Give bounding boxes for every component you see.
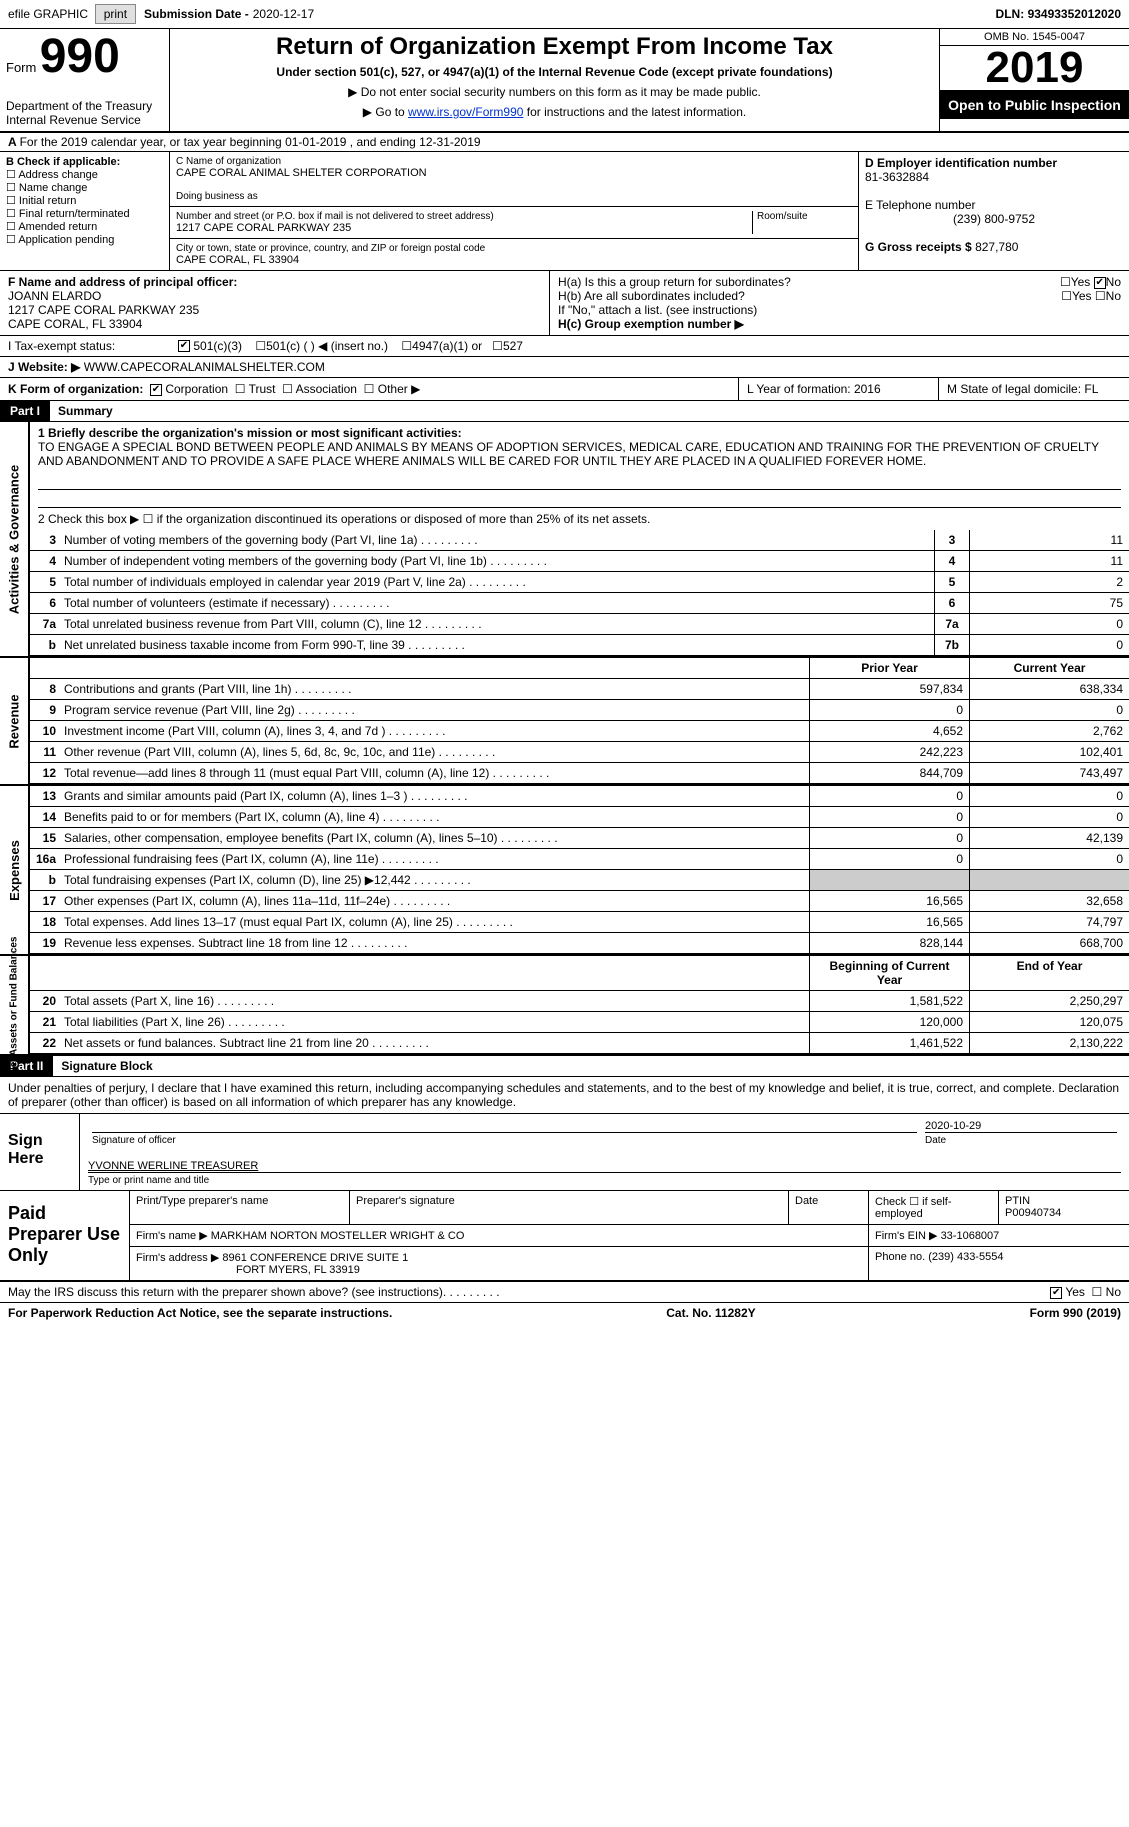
data-row: 12 Total revenue—add lines 8 through 11 … [30, 763, 1129, 784]
expenses-section: Expenses 13 Grants and similar amounts p… [0, 784, 1129, 954]
data-row: 8 Contributions and grants (Part VIII, l… [30, 679, 1129, 700]
gov-row: b Net unrelated business taxable income … [30, 635, 1129, 656]
gov-row: 3 Number of voting members of the govern… [30, 530, 1129, 551]
officer-block: F Name and address of principal officer:… [0, 271, 1129, 336]
box-c: C Name of organization CAPE CORAL ANIMAL… [170, 152, 859, 270]
data-row: 10 Investment income (Part VIII, column … [30, 721, 1129, 742]
firm-name: MARKHAM NORTON MOSTELLER WRIGHT & CO [211, 1230, 465, 1242]
form-header: Form 990 Department of the Treasury Inte… [0, 29, 1129, 133]
gov-row: 7a Total unrelated business revenue from… [30, 614, 1129, 635]
firm-addr: 8961 CONFERENCE DRIVE SUITE 1 [222, 1252, 408, 1264]
year-formation: L Year of formation: 2016 [739, 378, 939, 400]
chk-address-change[interactable]: ☐ Address change [6, 168, 163, 181]
data-row: 14 Benefits paid to or for members (Part… [30, 807, 1129, 828]
org-name: CAPE CORAL ANIMAL SHELTER CORPORATION [176, 167, 852, 179]
org-address: 1217 CAPE CORAL PARKWAY 235 [176, 222, 752, 234]
chk-corp[interactable] [150, 384, 162, 396]
sign-here-block: Sign Here Signature of officer 2020-10-2… [0, 1114, 1129, 1191]
data-row: 17 Other expenses (Part IX, column (A), … [30, 891, 1129, 912]
declaration: Under penalties of perjury, I declare th… [0, 1077, 1129, 1114]
chk-final-return[interactable]: ☐ Final return/terminated [6, 207, 163, 220]
gross-receipts: G Gross receipts $ 827,780 [865, 240, 1123, 254]
data-row: 18 Total expenses. Add lines 13–17 (must… [30, 912, 1129, 933]
form-word: Form [6, 60, 36, 75]
discuss-yes[interactable] [1050, 1287, 1062, 1299]
data-row: b Total fundraising expenses (Part IX, c… [30, 870, 1129, 891]
chk-app-pending[interactable]: ☐ Application pending [6, 233, 163, 246]
cat-no: Cat. No. 11282Y [666, 1306, 755, 1320]
paid-preparer-block: Paid Preparer Use Only Print/Type prepar… [0, 1191, 1129, 1282]
ein: 81-3632884 [865, 170, 1123, 184]
data-row: 21 Total liabilities (Part X, line 26) 1… [30, 1012, 1129, 1033]
chk-amended[interactable]: ☐ Amended return [6, 220, 163, 233]
data-row: 11 Other revenue (Part VIII, column (A),… [30, 742, 1129, 763]
chk-501c3[interactable] [178, 340, 190, 352]
ha-yes[interactable]: ☐Yes No [1060, 275, 1121, 289]
phone: (239) 800-9752 [865, 212, 1123, 226]
data-row: 19 Revenue less expenses. Subtract line … [30, 933, 1129, 954]
dln: DLN: 93493352012020 [996, 7, 1121, 21]
irs-link[interactable]: www.irs.gov/Form990 [408, 105, 523, 119]
chk-name-change[interactable]: ☐ Name change [6, 181, 163, 194]
firm-ein: 33-1068007 [941, 1230, 1000, 1242]
part1-header: Part I Summary [0, 401, 1129, 422]
dept-treasury: Department of the Treasury Internal Reve… [6, 99, 163, 127]
sig-date: 2020-10-29 [925, 1120, 1117, 1133]
prep-phone: (239) 433-5554 [928, 1251, 1003, 1263]
data-row: 22 Net assets or fund balances. Subtract… [30, 1033, 1129, 1054]
form-footer: Form 990 (2019) [1030, 1306, 1121, 1320]
data-row: 20 Total assets (Part X, line 16) 1,581,… [30, 991, 1129, 1012]
entity-block: B Check if applicable: ☐ Address change … [0, 152, 1129, 271]
gov-row: 6 Total number of volunteers (estimate i… [30, 593, 1129, 614]
ptin: P00940734 [1005, 1207, 1061, 1219]
state-domicile: M State of legal domicile: FL [939, 378, 1129, 400]
line-a: A For the 2019 calendar year, or tax yea… [0, 133, 1129, 152]
blank-line [38, 490, 1121, 508]
instr-2: ▶ Go to www.irs.gov/Form990 for instruct… [178, 105, 931, 119]
balances-section: Net Assets or Fund Balances Beginning of… [0, 954, 1129, 1056]
print-button[interactable]: print [95, 4, 136, 24]
tax-year: 2019 [940, 46, 1129, 91]
officer-name-title: YVONNE WERLINE TREASURER [88, 1160, 1121, 1173]
governance-section: Activities & Governance 1 Briefly descri… [0, 422, 1129, 656]
hb-yes[interactable]: ☐Yes ☐No [1061, 289, 1121, 303]
box-d: D Employer identification number 81-3632… [859, 152, 1129, 270]
blank-line [38, 472, 1121, 490]
footer-row: For Paperwork Reduction Act Notice, see … [0, 1303, 1129, 1323]
org-city: CAPE CORAL, FL 33904 [176, 254, 852, 266]
data-row: 13 Grants and similar amounts paid (Part… [30, 786, 1129, 807]
revenue-section: Revenue Prior Year Current Year 8 Contri… [0, 656, 1129, 784]
k-lm-row: K Form of organization: Corporation ☐ Tr… [0, 378, 1129, 401]
discuss-row: May the IRS discuss this return with the… [0, 1282, 1129, 1303]
data-row: 16a Professional fundraising fees (Part … [30, 849, 1129, 870]
ha-no-chk[interactable] [1094, 277, 1106, 289]
mission-block: 1 Briefly describe the organization's mi… [30, 422, 1129, 472]
website: WWW.CAPECORALANIMALSHELTER.COM [84, 360, 325, 374]
website-row: J Website: ▶ WWW.CAPECORALANIMALSHELTER.… [0, 357, 1129, 378]
officer-name: JOANN ELARDO [8, 289, 541, 303]
data-row: 9 Program service revenue (Part VIII, li… [30, 700, 1129, 721]
gov-row: 4 Number of independent voting members o… [30, 551, 1129, 572]
submission-label: Submission Date - [144, 7, 249, 21]
main-title: Return of Organization Exempt From Incom… [178, 33, 931, 61]
open-inspection: Open to Public Inspection [940, 91, 1129, 119]
topbar: efile GRAPHIC print Submission Date - 20… [0, 0, 1129, 29]
submission-date: 2020-12-17 [253, 7, 314, 21]
efile-label: efile GRAPHIC [8, 7, 88, 21]
q2: 2 Check this box ▶ ☐ if the organization… [30, 508, 1129, 530]
chk-initial-return[interactable]: ☐ Initial return [6, 194, 163, 207]
instr-1: ▶ Do not enter social security numbers o… [178, 85, 931, 99]
tax-exempt-row: I Tax-exempt status: 501(c)(3) ☐ 501(c) … [0, 336, 1129, 357]
subtitle: Under section 501(c), 527, or 4947(a)(1)… [178, 65, 931, 79]
data-row: 15 Salaries, other compensation, employe… [30, 828, 1129, 849]
part2-header: Part II Signature Block [0, 1056, 1129, 1077]
mission-text: TO ENGAGE A SPECIAL BOND BETWEEN PEOPLE … [38, 440, 1099, 468]
form-number: 990 [40, 30, 120, 83]
box-b: B Check if applicable: ☐ Address change … [0, 152, 170, 270]
gov-row: 5 Total number of individuals employed i… [30, 572, 1129, 593]
